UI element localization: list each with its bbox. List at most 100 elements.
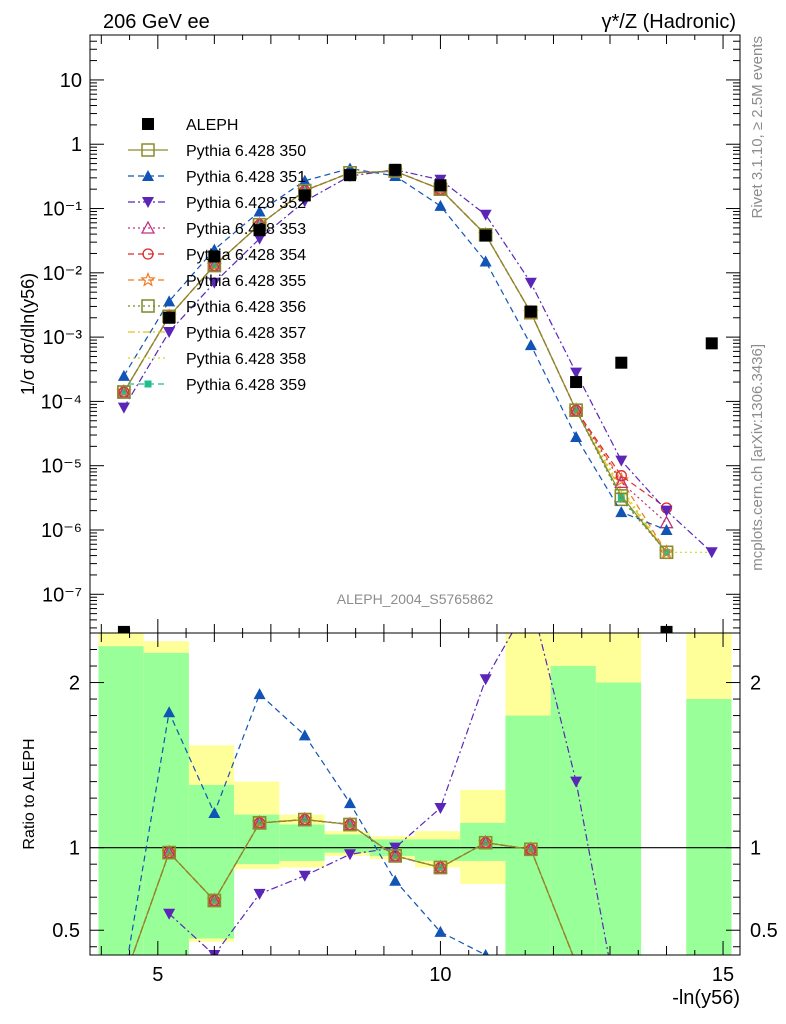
main-marker-p350 [614,489,629,503]
legend-label: Pythia 6.428 358 [186,351,306,368]
legend-entry-p355: Pythia 6.428 355 [128,271,306,290]
analysis-id-label: ALEPH_2004_S5765862 [337,591,494,607]
legend-marker [141,143,155,157]
legend-marker [142,118,154,130]
ratio-band-inner [279,824,325,861]
ratio-marker-p354 [571,958,581,968]
ratio-ytick-label-right: 2 [750,673,761,695]
main-marker-p359 [120,388,128,396]
x-tick-label: 10 [429,964,451,986]
legend-label: Pythia 6.428 353 [186,221,306,238]
main-marker-p355 [658,544,675,559]
main-line-p352 [123,169,713,553]
aleph-data-point [117,625,130,633]
main-marker-p352 [163,327,176,339]
main-marker-p354 [615,470,627,482]
ratio-marker-p356 [118,974,130,986]
ratio-marker-p352 [604,958,616,969]
main-marker-p352 [615,455,628,467]
main-marker-p352 [570,367,583,379]
main-marker-p351 [479,255,492,267]
aleph-data-point [344,169,356,182]
main-marker-p351 [615,506,628,518]
ratio-marker-p354 [119,975,129,985]
x-axis-label: -ln(y56) [672,987,740,1009]
ratio-marker-p353 [388,848,403,862]
ratio-marker-p350 [478,835,493,850]
x-tick-label: 15 [712,964,734,986]
ratio-marker-p351 [163,706,176,718]
ratio-marker-p350 [570,957,582,969]
legend-label: ALEPH [186,117,238,134]
legend-label: Pythia 6.428 357 [186,325,306,342]
ratio-marker-p351 [253,688,266,700]
legend-label: Pythia 6.428 350 [186,143,306,160]
aleph-data-point [253,224,266,237]
ratio-marker-p352 [434,803,447,815]
ratio-marker-p351 [118,974,130,985]
ratio-marker-p353 [297,812,312,826]
ratio-uncertainty-bands [90,633,740,955]
header-right-label: γ*/Z (Hadronic) [602,11,736,33]
ratio-band-inner [188,784,235,939]
main-marker-p351 [660,523,673,535]
main-marker-p351 [117,369,130,381]
main-marker-p352 [253,233,266,245]
ratio-marker-p350 [343,817,357,832]
legend-label: Pythia 6.428 354 [186,247,306,264]
ratio-ytick-label-right: 0.5 [750,920,778,942]
legend-marker [142,248,154,260]
ratio-band-inner [505,715,551,955]
main-marker-p353 [116,384,132,398]
main-ytick-label: 10⁻⁵ [41,456,82,478]
ratio-marker-p350 [433,860,448,875]
main-marker-p352 [524,277,537,289]
main-marker-p352 [208,277,221,289]
aleph-data-point [163,311,176,324]
ratio-line-p350 [132,818,574,955]
main-ytick-label: 10⁻⁴ [41,391,82,413]
ratio-ytick-label-right: 1 [750,838,761,860]
aleph-data-point [298,189,311,202]
main-ytick-label: 10⁻¹ [43,199,83,221]
ratio-marker-p353 [118,974,130,985]
ratio-y-axis-label: Ratio to ALEPH [21,738,38,849]
main-marker-p350 [117,385,131,399]
aleph-data-point [434,179,447,192]
main-marker-p352 [479,209,492,221]
aleph-data-point [524,305,537,318]
rivet-side-label: Rivet 3.1.10, ≥ 2.5M events [749,36,766,219]
ratio-marker-p352 [298,870,311,882]
main-marker-p350 [659,545,674,560]
legend-entry-p358: Pythia 6.428 358 [128,351,306,368]
ratio-marker-p350 [388,849,402,863]
legend-entry-p351: Pythia 6.428 351 [128,169,306,186]
main-y-axis-label: 1/σ dσ/dln(y56) [18,273,38,395]
main-marker-p351 [434,199,447,211]
main-marker-p352 [660,505,673,517]
main-marker-p351 [163,295,176,307]
ratio-marker-p359 [573,960,580,967]
aleph-data-point [570,376,583,389]
ratio-series-layer [118,633,616,986]
ratio-marker-p353 [162,845,177,859]
main-ytick-label: 10⁻² [43,263,83,285]
ratio-marker-p353 [478,835,493,849]
ratio-marker-p350 [298,812,312,827]
legend-entry-p350: Pythia 6.428 350 [128,143,306,160]
ratio-marker-p351 [344,797,356,809]
ratio-ytick-label-left: 0.5 [52,920,80,942]
ratio-band-inner [595,682,642,955]
header-left-label: 206 GeV ee [103,11,210,33]
main-marker-p351 [253,205,266,217]
ratio-marker-p350 [207,893,222,908]
ratio-marker-p353 [207,893,222,907]
ratio-frame [89,632,741,956]
ratio-marker-p355 [118,973,130,985]
legend-label: Pythia 6.428 352 [186,195,306,212]
ratio-marker-p352 [344,849,356,861]
main-marker-p352 [705,547,718,559]
ratio-marker-p356 [570,957,582,969]
main-marker-p359 [617,494,625,502]
main-ytick-label: 10⁻³ [43,327,83,349]
